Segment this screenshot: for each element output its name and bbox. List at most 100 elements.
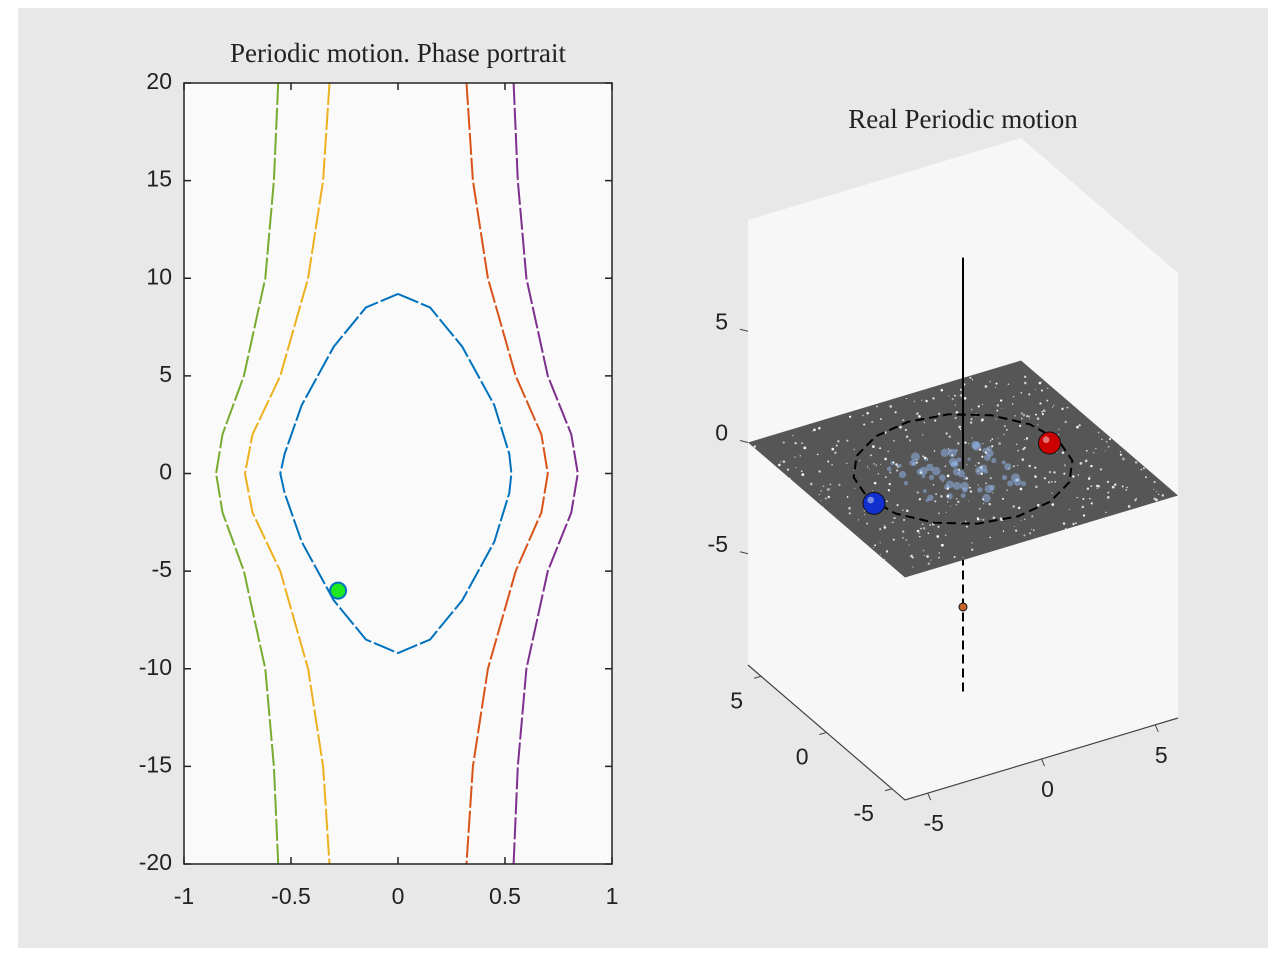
star	[922, 523, 924, 525]
star	[948, 448, 949, 449]
star	[873, 463, 875, 465]
star	[1028, 393, 1030, 395]
star	[1021, 412, 1023, 414]
star	[1085, 460, 1088, 463]
star	[912, 566, 913, 567]
star	[970, 421, 973, 424]
star	[892, 461, 894, 463]
nebula	[887, 467, 892, 472]
y-tick-label: -10	[139, 654, 172, 680]
star	[982, 498, 984, 500]
star	[1028, 465, 1030, 467]
star	[1128, 505, 1131, 508]
star	[795, 467, 796, 468]
nebula	[954, 462, 959, 467]
star	[789, 478, 791, 480]
star	[957, 442, 960, 445]
star	[916, 461, 919, 464]
star	[978, 462, 980, 464]
star	[783, 460, 786, 463]
star	[1042, 413, 1044, 415]
nebula	[984, 470, 988, 474]
star	[912, 557, 914, 559]
star	[834, 452, 836, 454]
star	[1014, 415, 1015, 416]
star	[934, 450, 935, 451]
star	[872, 445, 875, 448]
star	[873, 547, 874, 548]
highlight	[1043, 436, 1050, 443]
star	[941, 544, 944, 547]
star	[866, 412, 868, 414]
star	[938, 413, 940, 415]
star	[1158, 494, 1159, 495]
x-tick-label: 5	[1155, 742, 1168, 768]
star	[919, 533, 920, 534]
star	[922, 434, 923, 435]
star	[1153, 497, 1156, 500]
star	[1048, 481, 1050, 483]
star	[887, 450, 889, 452]
star	[896, 504, 898, 506]
star	[1109, 438, 1111, 440]
star	[924, 457, 927, 460]
star	[1086, 450, 1088, 452]
star	[892, 521, 894, 523]
star	[1053, 471, 1055, 473]
star	[1063, 522, 1066, 525]
star	[896, 470, 898, 472]
star	[1072, 475, 1074, 477]
star	[1039, 383, 1040, 384]
star	[985, 385, 988, 388]
star	[1082, 498, 1084, 500]
star	[874, 482, 877, 485]
star	[977, 484, 978, 485]
star	[889, 471, 891, 473]
star	[1065, 528, 1067, 530]
star	[991, 445, 993, 447]
star	[971, 418, 973, 420]
star	[1064, 464, 1066, 466]
star	[1122, 485, 1124, 487]
star	[890, 522, 891, 523]
star	[997, 438, 998, 439]
star	[1046, 400, 1048, 402]
star	[1043, 409, 1046, 412]
star	[862, 415, 864, 417]
star	[1082, 506, 1085, 509]
star	[1051, 481, 1053, 483]
y-tick-label: 20	[146, 68, 172, 94]
star	[903, 519, 905, 521]
nebula	[925, 499, 928, 502]
star	[1089, 476, 1090, 477]
nebula	[1002, 460, 1006, 464]
star	[1143, 467, 1145, 469]
star	[902, 530, 904, 532]
star	[810, 483, 813, 486]
star	[1053, 405, 1054, 406]
star	[1021, 458, 1024, 461]
star	[1088, 478, 1090, 480]
star	[970, 490, 972, 492]
y-tick-label: 5	[730, 687, 743, 713]
star	[932, 397, 934, 399]
star	[754, 445, 756, 447]
star	[893, 539, 895, 541]
star	[964, 397, 967, 400]
star	[885, 476, 887, 478]
x-tick-label: -0.5	[271, 883, 311, 909]
star	[869, 468, 870, 469]
star	[942, 481, 943, 482]
star	[947, 487, 949, 489]
star	[1078, 474, 1080, 476]
star	[980, 519, 981, 520]
star	[886, 550, 888, 552]
star	[982, 519, 984, 521]
star	[1029, 418, 1030, 419]
star	[929, 524, 931, 526]
star	[778, 464, 781, 467]
star	[1089, 498, 1091, 500]
star	[945, 465, 947, 467]
star	[917, 530, 920, 533]
star	[1041, 389, 1043, 391]
